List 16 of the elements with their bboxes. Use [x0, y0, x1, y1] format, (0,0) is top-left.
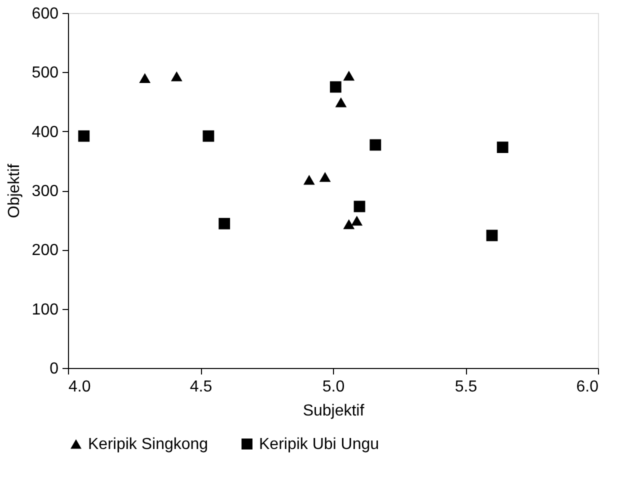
x-tick-label: 4.5: [190, 378, 212, 396]
x-tick-label: 5.0: [322, 378, 345, 396]
x-tick-label: 4.0: [68, 378, 91, 396]
legend-label: Keripik Ubi Ungu: [259, 436, 380, 453]
y-axis-title: Objektif: [6, 163, 23, 218]
y-tick-label: 0: [50, 360, 59, 378]
y-tick-label: 600: [32, 6, 59, 22]
x-axis-title: Subjektif: [302, 402, 365, 420]
y-tick-label: 200: [32, 242, 59, 260]
y-tick-label: 100: [32, 301, 59, 318]
x-tick-label: 6.0: [576, 378, 599, 396]
legend-label: Keripik Singkong: [88, 436, 208, 453]
x-tick-label: 5.5: [454, 378, 478, 396]
y-tick-label: 300: [32, 183, 59, 200]
y-tick-label: 500: [32, 64, 59, 82]
y-tick-label: 400: [32, 124, 59, 141]
